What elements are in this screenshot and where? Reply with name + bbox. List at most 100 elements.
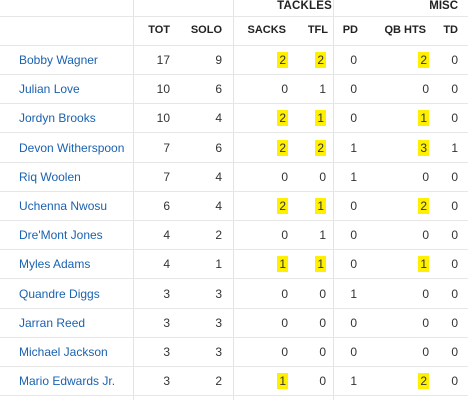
player-name-link[interactable]: Dre'Mont Jones <box>19 228 103 243</box>
header-pd[interactable]: PD <box>342 24 358 36</box>
player-name-link[interactable]: Riq Woolen <box>19 169 81 184</box>
cell-value: 1 <box>350 374 357 389</box>
row-divider <box>0 307 468 309</box>
cell-value: 0 <box>451 257 458 272</box>
cell-value: 6 <box>215 140 222 155</box>
cell-value: 0 <box>350 199 357 213</box>
highlighted-cell-value: 2 <box>418 373 429 390</box>
player-name-link[interactable]: Jarran Reed <box>19 315 86 330</box>
row-divider <box>0 336 468 338</box>
highlighted-cell-value: 1 <box>277 256 288 273</box>
cell-td: 0 <box>428 257 458 271</box>
player-name-link[interactable]: Myles Adams <box>19 257 91 272</box>
player-name-link[interactable]: Mario Edwards Jr. <box>19 374 116 389</box>
cell-solo: 2 <box>192 228 222 242</box>
cell-value: 1 <box>350 140 357 155</box>
cell-value: 0 <box>350 53 357 67</box>
player-name-link[interactable]: Devon Witherspoon <box>19 140 125 155</box>
cell-value: 0 <box>350 315 357 330</box>
cell-value: 0 <box>281 228 288 243</box>
cell-td: 0 <box>428 228 458 242</box>
highlighted-cell-value: 2 <box>315 52 326 68</box>
cell-value: 0 <box>451 82 458 97</box>
cell-tot: 3 <box>140 316 170 330</box>
cell-td: 0 <box>428 345 458 359</box>
cell-tfl: 2 <box>296 52 326 68</box>
cell-value: 0 <box>451 169 458 184</box>
cell-value: 3 <box>215 345 222 359</box>
cell-qbhts: 1 <box>399 110 429 127</box>
header-tfl[interactable]: TFL <box>307 24 328 36</box>
cell-td: 1 <box>428 141 458 155</box>
highlighted-cell-value: 1 <box>315 198 326 214</box>
header-qb-hts[interactable]: QB HTS <box>384 24 426 36</box>
cell-value: 7 <box>163 140 170 155</box>
cell-tfl: 1 <box>296 82 326 96</box>
cell-value: 2 <box>215 374 222 389</box>
cell-tfl: 0 <box>296 316 326 330</box>
cell-solo: 4 <box>192 170 222 184</box>
cell-solo: 1 <box>192 257 222 271</box>
cell-solo: 4 <box>192 199 222 213</box>
row-divider <box>0 190 468 192</box>
cell-tfl: 2 <box>296 139 326 156</box>
cell-value: 0 <box>281 82 288 97</box>
row-divider <box>0 132 468 134</box>
row-divider <box>0 161 468 163</box>
cell-pd: 1 <box>327 287 357 301</box>
cell-pd: 0 <box>327 228 357 242</box>
cell-value: 3 <box>163 345 170 359</box>
cell-value: 6 <box>163 199 170 213</box>
cell-qbhts: 1 <box>399 256 429 273</box>
player-name-link[interactable]: Julian Love <box>19 82 80 97</box>
cell-value: 3 <box>215 315 222 330</box>
player-name-link[interactable]: Jordyn Brooks <box>19 111 96 126</box>
highlighted-cell-value: 2 <box>277 198 288 214</box>
cell-value: 0 <box>319 345 326 359</box>
header-divider <box>0 16 468 17</box>
column-group-header: TACKLES MISC <box>0 0 468 16</box>
cell-sacks: 2 <box>258 198 288 214</box>
tackles-group-label: TACKLES <box>277 0 332 12</box>
player-name-link[interactable]: Uchenna Nwosu <box>19 199 108 213</box>
highlighted-cell-value: 2 <box>418 198 429 214</box>
cell-value: 0 <box>451 286 458 301</box>
highlighted-cell-value: 1 <box>315 110 326 127</box>
cell-value: 0 <box>350 111 357 126</box>
cell-value: 1 <box>215 257 222 272</box>
cell-value: 6 <box>215 82 222 97</box>
cell-td: 0 <box>428 316 458 330</box>
cell-tfl: 1 <box>296 198 326 214</box>
player-name-link[interactable]: Quandre Diggs <box>19 286 100 301</box>
cell-solo: 3 <box>192 316 222 330</box>
highlighted-cell-value: 2 <box>277 139 288 156</box>
header-sacks[interactable]: SACKS <box>247 24 286 36</box>
cell-qbhts: 0 <box>399 170 429 184</box>
cell-value: 0 <box>281 345 288 359</box>
cell-value: 4 <box>163 228 170 243</box>
cell-value: 1 <box>319 228 326 243</box>
header-td[interactable]: TD <box>443 24 458 36</box>
cell-value: 9 <box>215 53 222 67</box>
cell-value: 0 <box>422 228 429 243</box>
header-tot[interactable]: TOT <box>148 24 170 36</box>
cell-solo: 4 <box>192 111 222 125</box>
cell-tot: 7 <box>140 170 170 184</box>
cell-tot: 7 <box>140 141 170 155</box>
cell-value: 0 <box>422 286 429 301</box>
cell-qbhts: 0 <box>399 228 429 242</box>
player-name-link[interactable]: Michael Jackson <box>19 345 108 359</box>
cell-value: 1 <box>319 82 326 97</box>
cell-pd: 1 <box>327 170 357 184</box>
cell-value: 3 <box>163 315 170 330</box>
misc-group-label: MISC <box>429 0 458 12</box>
cell-value: 0 <box>451 199 458 213</box>
cell-tot: 3 <box>140 287 170 301</box>
cell-tfl: 0 <box>296 170 326 184</box>
player-name-link[interactable]: Bobby Wagner <box>19 53 98 67</box>
row-divider <box>0 366 468 367</box>
cell-tfl: 0 <box>296 287 326 301</box>
row-divider <box>0 249 468 251</box>
header-solo[interactable]: SOLO <box>190 24 222 36</box>
cell-value: 0 <box>281 286 288 301</box>
